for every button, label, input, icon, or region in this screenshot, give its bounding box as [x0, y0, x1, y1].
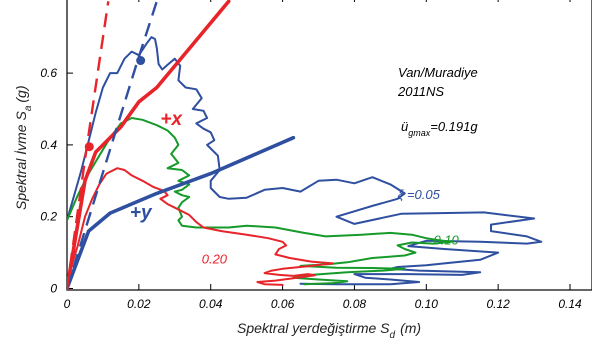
curve-label: ξ =0.05	[398, 187, 441, 202]
y-tick-label: 0	[50, 282, 57, 296]
plot-frame	[66, 0, 592, 291]
x-tick-label: 0.04	[199, 297, 223, 311]
series-spectrum-red	[67, 167, 334, 286]
x-tick-label: 0.08	[343, 297, 367, 311]
series-capacity-blue	[67, 135, 296, 290]
x-tick-label: 0.10	[415, 297, 439, 311]
performance-point-red	[84, 142, 94, 152]
marker-layer	[84, 56, 146, 152]
pga-label: ügmax=0.191g	[401, 119, 478, 138]
y-tick-label: 0.6	[40, 66, 57, 80]
x-tick-label: 0.06	[271, 297, 295, 311]
x-axis-label-unit: (m)	[400, 320, 421, 336]
x-tick-label: 0	[64, 297, 71, 311]
record-info: Van/Muradiye 2011NS ügmax=0.191g	[397, 65, 478, 138]
axis-ticks: 0 0.02 0.04 0.06 0.08 0.10 0.12 0.14 0 0.2 0.4 0.6	[40, 0, 582, 311]
series-layer	[67, 0, 543, 290]
performance-point-blue	[136, 56, 146, 66]
y-axis-label-sub: a	[23, 105, 34, 111]
y-axis-label: Spektral İvme Sa(g)	[13, 85, 34, 210]
series-dashed-blue	[67, 0, 158, 289]
y-tick-label: 0.4	[40, 138, 57, 152]
record-code: 2011NS	[397, 84, 444, 99]
pga-sub: gmax	[408, 128, 431, 138]
x-axis-label-sub: d	[390, 330, 396, 341]
curve-label: +y	[130, 202, 153, 223]
record-station: Van/Muradiye	[398, 65, 478, 80]
series-capacity-red	[67, 0, 231, 290]
pga-value: =0.191g	[430, 119, 478, 134]
curve-label: +x	[160, 109, 183, 130]
x-axis-label: Spektral yerdeğiştirme Sd (m)	[237, 320, 421, 341]
y-axis-label-unit: (g)	[13, 85, 29, 102]
x-tick-label: 0.12	[486, 297, 510, 311]
curve-labels: ξ =0.05 0.10 0.20 +x +y	[130, 109, 460, 266]
x-tick-label: 0.14	[558, 297, 582, 311]
series-spectrum-green	[67, 117, 453, 286]
curve-label: 0.20	[202, 251, 228, 266]
x-tick-label: 0.02	[127, 297, 151, 311]
series-spectrum-blue	[67, 36, 543, 286]
curve-label: 0.10	[433, 232, 459, 247]
y-tick-label: 0.2	[40, 210, 57, 224]
